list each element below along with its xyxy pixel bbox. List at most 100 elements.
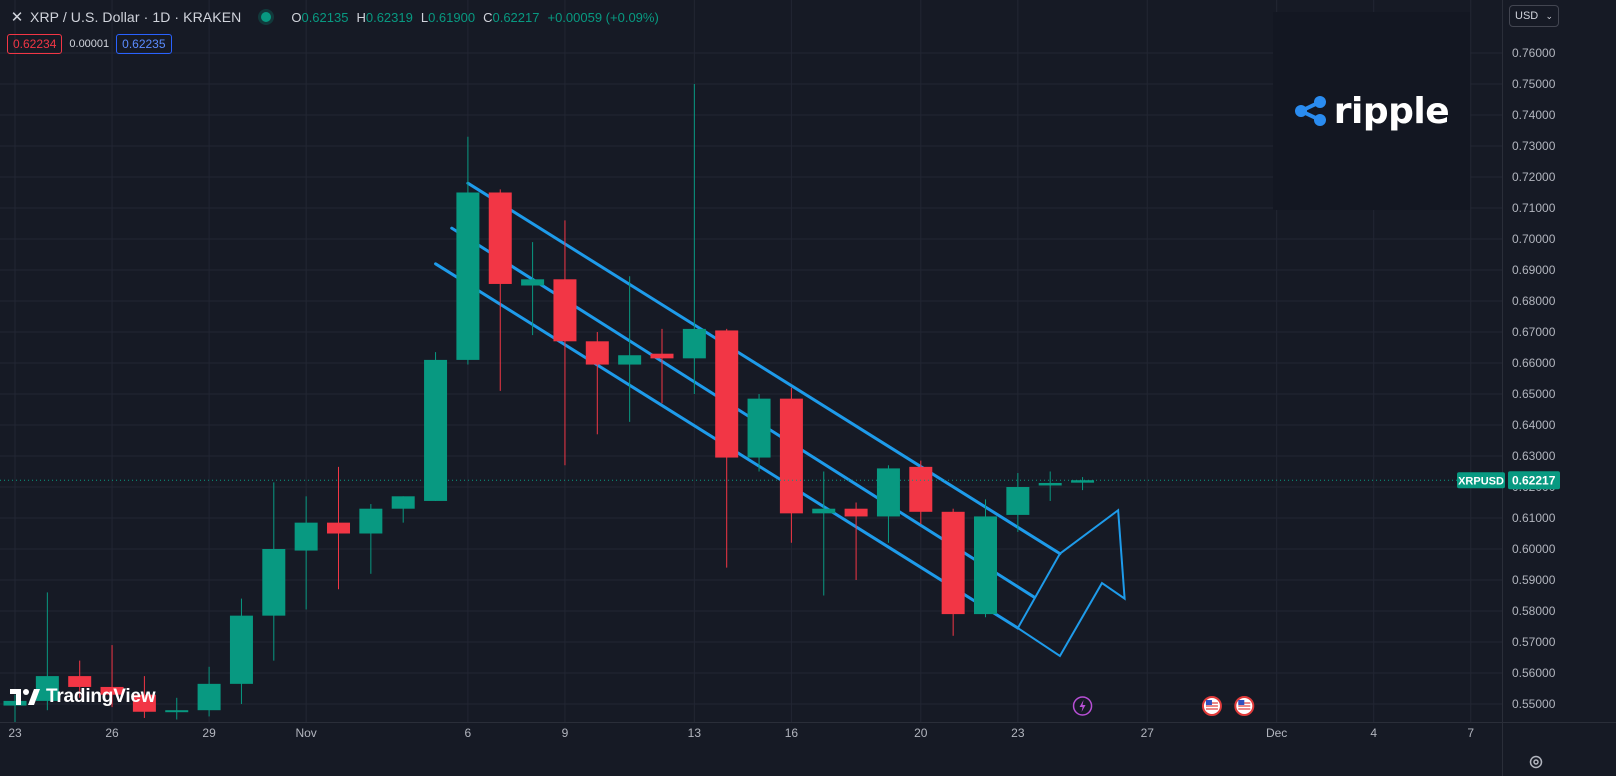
candle-body (165, 710, 189, 713)
candle-body (3, 700, 27, 706)
x-tick-label: 26 (105, 726, 119, 740)
flag-canton (1205, 700, 1212, 705)
y-tick-label: 0.69000 (1512, 263, 1556, 277)
candles[interactable] (3, 84, 1095, 723)
x-tick-label: 20 (914, 726, 928, 740)
sell-price-button[interactable]: 0.62234 (7, 34, 63, 54)
candle-body (197, 683, 221, 711)
candle-body (521, 279, 545, 286)
x-tick-label: 16 (785, 726, 799, 740)
y-tick-label: 0.56000 (1512, 666, 1556, 680)
candle-body (844, 508, 868, 517)
y-tick-label: 0.60000 (1512, 542, 1556, 556)
symbol-tag-label: XRPUSD (1458, 475, 1504, 487)
y-tick-label: 0.74000 (1512, 108, 1556, 122)
channel-line-upper (466, 181, 1062, 556)
chevron-down-icon: ⌄ (1545, 10, 1553, 21)
y-tick-label: 0.63000 (1512, 449, 1556, 463)
close-icon[interactable]: ✕ (10, 9, 24, 26)
candle-body (262, 549, 286, 616)
market-status-icon (261, 12, 272, 22)
candle-body (812, 508, 836, 514)
y-tick-label: 0.59000 (1512, 573, 1556, 587)
candle-body (35, 676, 59, 701)
candle-body (747, 398, 771, 458)
last-price-label: 0.62217 (1512, 473, 1556, 487)
x-tick-label: 7 (1467, 726, 1474, 740)
y-tick-label: 0.67000 (1512, 325, 1556, 339)
y-tick-label: 0.65000 (1512, 387, 1556, 401)
candle-body (779, 398, 803, 514)
symbol-title[interactable]: XRP / U.S. Dollar · 1D · KRAKEN (30, 9, 242, 25)
y-tick-label: 0.68000 (1512, 294, 1556, 308)
x-tick-label: 6 (465, 726, 472, 740)
y-tick-label: 0.73000 (1512, 139, 1556, 153)
spread-value: 0.00001 (69, 38, 110, 50)
y-tick-label: 0.76000 (1512, 46, 1556, 60)
y-tick-label: 0.70000 (1512, 232, 1556, 246)
currency-label: USD (1515, 10, 1539, 22)
candle-body (876, 468, 900, 517)
candle-body (391, 496, 415, 509)
y-tick-label: 0.57000 (1512, 635, 1556, 649)
tradingview-icon (10, 689, 40, 705)
low-label: L (420, 9, 429, 25)
y-tick-label: 0.72000 (1512, 170, 1556, 184)
candle-body (1071, 480, 1095, 483)
candle-body (359, 508, 383, 534)
chart-legend: ✕ XRP / U.S. Dollar · 1D · KRAKEN O0.621… (10, 8, 659, 26)
candle-body (456, 192, 480, 360)
candle-body (1006, 487, 1030, 515)
candle-body (68, 676, 92, 687)
x-tick-label: 29 (202, 726, 216, 740)
candle-body (585, 341, 609, 365)
close-label: C (483, 9, 493, 25)
candle-body (909, 466, 933, 512)
high-value: 0.62319 (365, 9, 413, 25)
candle-body (974, 516, 997, 615)
tradingview-wordmark: TradingView (46, 686, 156, 707)
candle-body (424, 359, 448, 501)
ripple-logo: ripple (1273, 12, 1470, 210)
y-tick-label: 0.66000 (1512, 356, 1556, 370)
event-markers[interactable] (1072, 696, 1255, 716)
candle-body (650, 353, 674, 359)
lightning-glyph (1079, 700, 1086, 712)
candle-body (941, 511, 965, 615)
candle-body (229, 615, 253, 684)
x-tick-label: Nov (295, 726, 316, 740)
x-tick-label: 27 (1141, 726, 1155, 740)
x-tick-label: 4 (1370, 726, 1377, 740)
y-tick-label: 0.64000 (1512, 418, 1556, 432)
tradingview-logo[interactable]: TradingView (10, 686, 156, 708)
y-tick-label: 0.75000 (1512, 77, 1556, 91)
y-tick-label: 0.61000 (1512, 511, 1556, 525)
flag-canton (1238, 700, 1245, 705)
projection-arrow (1016, 508, 1126, 658)
low-value: 0.61900 (428, 9, 476, 25)
high-label: H (356, 9, 366, 25)
candle-body (715, 330, 739, 458)
channel-line-middle (450, 226, 1036, 599)
ripple-icon (1294, 96, 1326, 126)
buy-price-button[interactable]: 0.62235 (116, 34, 172, 54)
symbol-price-tag (1457, 472, 1505, 489)
x-tick-label: 13 (688, 726, 702, 740)
open-value: 0.62135 (301, 9, 349, 25)
candle-body (682, 328, 706, 359)
candle-body (132, 694, 156, 712)
candle-body (618, 355, 642, 365)
candle-body (488, 192, 512, 284)
gear-icon[interactable] (1528, 754, 1544, 770)
candle-body (294, 522, 318, 551)
change-value: +0.00059 (+0.09%) (547, 9, 659, 25)
currency-select[interactable]: USD ⌄ (1509, 5, 1559, 27)
x-tick-label: Dec (1266, 726, 1287, 740)
ripple-wordmark: ripple (1333, 90, 1450, 132)
open-label: O (291, 9, 302, 25)
bid-ask-panel: 0.62234 0.00001 0.62235 (7, 34, 172, 54)
y-tick-label: 0.71000 (1512, 201, 1556, 215)
y-tick-label: 0.58000 (1512, 604, 1556, 618)
